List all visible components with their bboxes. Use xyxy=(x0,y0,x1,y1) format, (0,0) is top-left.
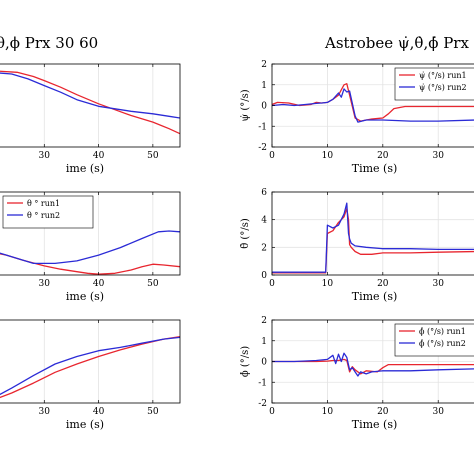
x-tick-label: 10 xyxy=(322,279,334,289)
x-tick-label: 20 xyxy=(377,407,389,417)
y-tick-label: 6 xyxy=(261,188,267,198)
y-tick-label: 4 xyxy=(261,216,267,226)
legend: θ ° run1 θ ° run2 xyxy=(2,195,94,229)
y-tick-label: 1 xyxy=(261,337,267,347)
y-tick-label: 2 xyxy=(261,316,267,326)
x-tick-label: 40 xyxy=(93,407,105,417)
x-tick-label: 10 xyxy=(322,407,334,417)
x-tick-label: 50 xyxy=(147,407,159,417)
x-tick-label: 40 xyxy=(93,279,105,289)
legend-label-run2: ψ̇ (°/s) run2 xyxy=(419,83,467,92)
x-tick-label: 30 xyxy=(39,407,51,417)
x-tick-label: 0 xyxy=(269,407,275,417)
legend-box xyxy=(2,195,94,229)
series-group xyxy=(0,70,180,135)
x-axis-label: ime (s) xyxy=(66,162,104,175)
x-tick-label: 0 xyxy=(269,151,275,161)
chart-left-bot: 30 40 50 ime (s) xyxy=(0,319,181,431)
axes-frame xyxy=(0,63,181,148)
series-line-run2 xyxy=(272,352,474,377)
y-axis-label: θ̇ (°/s) xyxy=(240,218,251,249)
x-axis-label: Time (s) xyxy=(352,290,398,303)
left-figure-title: θ,ϕ Prx 30 60 xyxy=(0,34,98,52)
series-group xyxy=(0,230,180,275)
series-line-run2 xyxy=(272,202,474,273)
series-group xyxy=(272,352,474,377)
legend: ϕ̇ (°/s) run1 ϕ̇ (°/s) run2 xyxy=(394,323,474,357)
legend-box xyxy=(394,67,474,101)
x-axis-label: ime (s) xyxy=(66,290,104,303)
x-tick-label: 20 xyxy=(377,279,389,289)
axes-frame xyxy=(0,191,181,276)
series-line-run2 xyxy=(0,72,180,119)
axes-frame xyxy=(271,191,474,276)
series-group xyxy=(272,83,474,123)
series-line-run2 xyxy=(272,88,474,123)
x-tick-label: 30 xyxy=(432,279,444,289)
chart-theta-dot: 0 10 20 30 0 2 4 6 Time (s) θ̇ (°/s) xyxy=(240,188,474,303)
x-tick-label: 20 xyxy=(377,151,389,161)
x-tick-label: 30 xyxy=(432,151,444,161)
axes-frame xyxy=(0,319,181,404)
x-tick-label: 50 xyxy=(147,151,159,161)
y-tick-label: 2 xyxy=(261,243,267,253)
legend-box xyxy=(394,323,474,357)
x-tick-label: 0 xyxy=(269,279,275,289)
series-group xyxy=(0,335,180,399)
series-line-run1 xyxy=(272,207,474,274)
x-axis-label: ime (s) xyxy=(66,418,104,431)
y-tick-label: -1 xyxy=(258,122,267,132)
y-tick-label: 0 xyxy=(261,102,267,112)
x-tick-label: 10 xyxy=(322,151,334,161)
y-tick-label: 0 xyxy=(261,271,267,281)
x-axis-label: Time (s) xyxy=(352,418,398,431)
series-line-run2 xyxy=(0,230,180,265)
chart-left-top: 30 40 50 ime (s) xyxy=(0,63,181,175)
x-tick-label: 30 xyxy=(432,407,444,417)
y-tick-label: 1 xyxy=(261,81,267,91)
legend-label-run1: ψ̇ (°/s) run1 xyxy=(419,71,467,80)
legend-label-run1: θ ° run1 xyxy=(27,199,60,208)
y-tick-label: -2 xyxy=(258,399,267,409)
x-tick-label: 50 xyxy=(147,279,159,289)
series-group xyxy=(272,202,474,274)
x-tick-label: 40 xyxy=(93,151,105,161)
legend: ψ̇ (°/s) run1 ψ̇ (°/s) run2 xyxy=(394,67,474,101)
chart-left-mid: 30 40 50 ime (s) θ ° run1 θ ° run2 xyxy=(0,191,181,303)
series-line-run1 xyxy=(0,70,180,135)
series-line-run2 xyxy=(0,336,180,396)
chart-phi-dot: 0 10 20 30 -2 -1 0 1 2 Time (s) ϕ̇ (°/s) ϕ̇ (°/s) r… xyxy=(240,316,474,431)
x-axis-label: Time (s) xyxy=(352,162,398,175)
x-tick-label: 30 xyxy=(39,151,51,161)
chart-psi-dot: 0 10 20 30 -2 -1 0 1 2 Time (s) ψ̇ (°/s) ψ̇ (°/s) r… xyxy=(240,60,474,175)
y-axis-label: ψ̇ (°/s) xyxy=(240,89,251,121)
y-tick-label: -1 xyxy=(258,378,267,388)
y-axis-label: ϕ̇ (°/s) xyxy=(240,346,251,377)
legend-label-run2: ϕ̇ (°/s) run2 xyxy=(419,339,466,348)
y-tick-label: 2 xyxy=(261,60,267,70)
series-line-run1 xyxy=(272,358,474,375)
legend-label-run1: ϕ̇ (°/s) run1 xyxy=(419,327,466,336)
right-figure-title: Astrobee ψ̇,θ̇,ϕ̇ Prx xyxy=(324,34,469,52)
x-tick-label: 30 xyxy=(39,279,51,289)
y-tick-label: -2 xyxy=(258,143,267,153)
legend-label-run2: θ ° run2 xyxy=(27,211,60,220)
y-tick-label: 0 xyxy=(261,358,267,368)
